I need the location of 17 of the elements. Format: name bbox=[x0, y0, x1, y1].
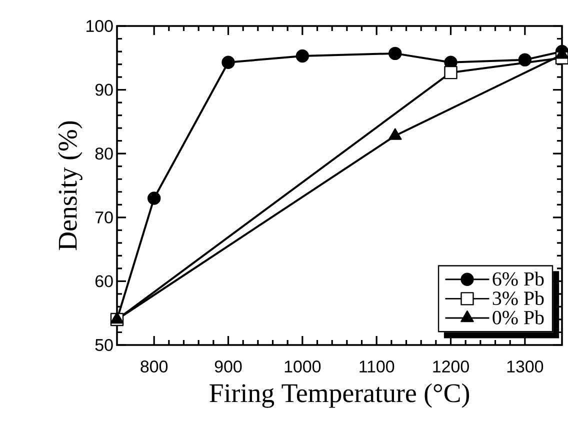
y-tick-label: 50 bbox=[95, 339, 113, 351]
x-tick-label: 1200 bbox=[433, 360, 469, 373]
x-tick-label: 1100 bbox=[360, 360, 394, 373]
y-tick-label: 90 bbox=[95, 84, 113, 96]
y-tick-label: 80 bbox=[95, 148, 113, 160]
legend-label: 6% Pb bbox=[492, 272, 544, 286]
x-axis-title: Firing Temperature (°C) bbox=[210, 383, 470, 408]
y-axis-title: Density (%) bbox=[58, 121, 82, 250]
y-tick-label: 70 bbox=[96, 211, 113, 224]
x-tick-label: 900 bbox=[214, 360, 242, 373]
y-tick-label: 100 bbox=[86, 20, 113, 32]
legend-label: 0% Pb bbox=[492, 310, 544, 324]
y-tick-label: 60 bbox=[96, 275, 113, 288]
x-tick-label: 800 bbox=[140, 360, 168, 373]
legend-label: 3% Pb bbox=[492, 291, 544, 306]
x-tick-label: 1300 bbox=[507, 360, 544, 373]
x-tick-label: 1000 bbox=[284, 360, 321, 373]
